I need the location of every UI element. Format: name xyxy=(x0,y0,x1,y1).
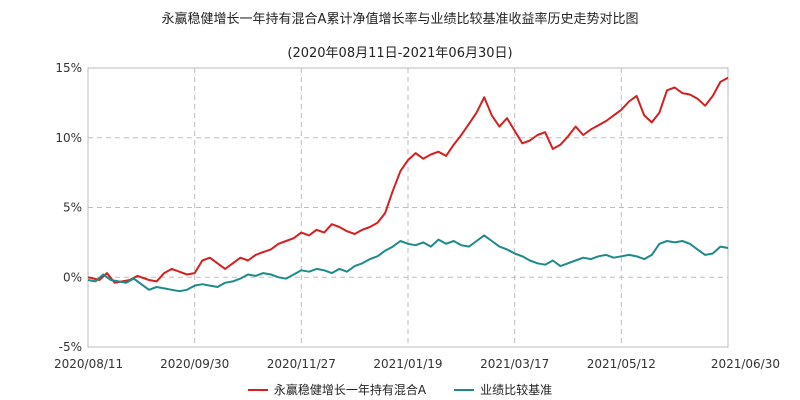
y-tick-label: 10% xyxy=(55,131,82,145)
x-tick-label: 2020/08/11 xyxy=(54,357,123,371)
legend-swatch-benchmark xyxy=(454,388,475,391)
series-line-benchmark xyxy=(87,234,729,293)
legend-item-fund: 永赢稳健增长一年持有混合A xyxy=(247,381,427,398)
series-line-fund xyxy=(87,76,729,284)
x-axis-ticks: 2020/08/11 2020/09/30 2020/11/27 2021/01/19… xyxy=(54,357,780,371)
x-tick-label: 2020/11/27 xyxy=(267,357,336,371)
y-tick-label: -5% xyxy=(59,340,82,354)
legend-item-benchmark: 业绩比较基准 xyxy=(454,381,552,398)
x-tick-label: 2021/06/30 xyxy=(711,357,780,371)
x-tick-label: 2020/09/30 xyxy=(160,357,229,371)
y-tick-label: 5% xyxy=(63,201,82,215)
legend: 永赢稳健增长一年持有混合A 业绩比较基准 xyxy=(0,381,800,398)
x-tick-label: 2021/03/17 xyxy=(480,357,549,371)
chart-title: 永赢稳健增长一年持有混合A累计净值增长率与业绩比较基准收益率历史走势对比图 xyxy=(161,12,639,27)
legend-label-benchmark: 业绩比较基准 xyxy=(480,383,553,397)
chart-subtitle: (2020年08月11日-2021年06月30日) xyxy=(287,46,513,61)
legend-swatch-fund xyxy=(247,388,268,391)
x-tick-label: 2021/05/12 xyxy=(587,357,656,371)
grid xyxy=(87,67,729,348)
x-tick-label: 2021/01/19 xyxy=(373,357,442,371)
y-axis-ticks: 15% 10% 5% 0% -5% xyxy=(55,61,82,354)
series-lines xyxy=(87,76,729,293)
y-tick-label: 15% xyxy=(55,61,82,75)
legend-label-fund: 永赢稳健增长一年持有混合A xyxy=(273,383,427,397)
y-tick-label: 0% xyxy=(63,270,82,284)
